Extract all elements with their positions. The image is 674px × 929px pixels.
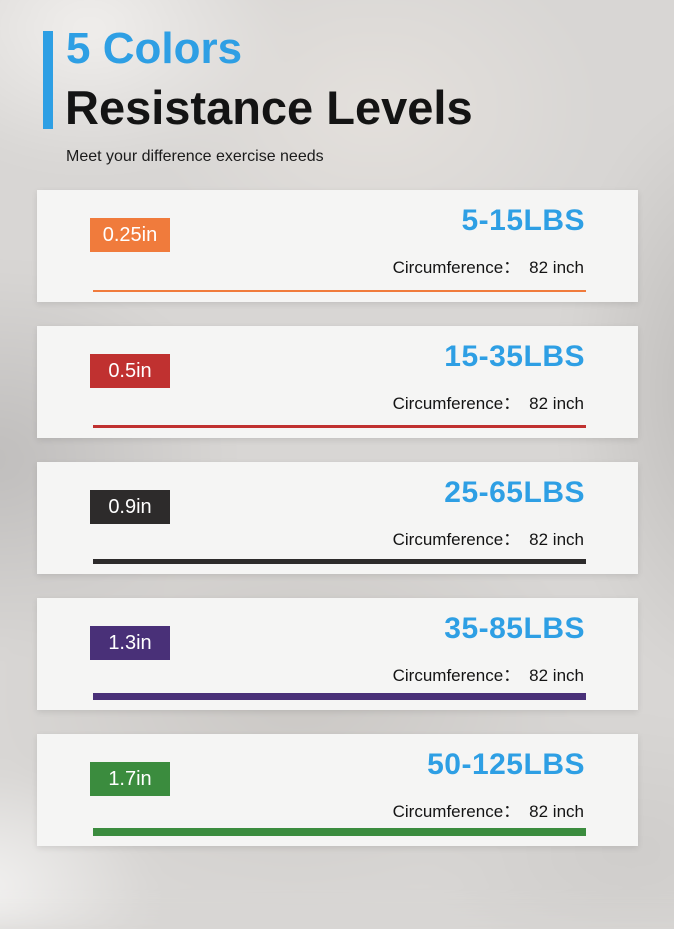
circumference-value: 82 inch (529, 530, 584, 549)
resistance-range: 50-125LBS (427, 748, 585, 781)
title-accent-bar (43, 31, 53, 129)
circumference-label: Circumference： (392, 530, 521, 549)
band-thickness-line (93, 290, 586, 292)
resistance-card-3: 0.9in 25-65LBS Circumference： 82 inch (37, 462, 638, 574)
resistance-range: 5-15LBS (461, 204, 585, 237)
band-thickness-line (93, 425, 586, 428)
circumference-label: Circumference： (392, 258, 521, 277)
circumference-label: Circumference： (392, 802, 521, 821)
resistance-card-4: 1.3in 35-85LBS Circumference： 82 inch (37, 598, 638, 710)
resistance-range: 35-85LBS (444, 612, 585, 645)
circumference-row: Circumference： 82 inch (393, 525, 584, 550)
circumference-label: Circumference： (392, 666, 521, 685)
title-line-resistance-levels: Resistance Levels (65, 81, 473, 134)
band-thickness-line (93, 559, 586, 564)
resistance-range: 25-65LBS (444, 476, 585, 509)
band-thickness-line (93, 693, 586, 700)
circumference-value: 82 inch (529, 394, 584, 413)
band-thickness-line (93, 828, 586, 836)
resistance-range: 15-35LBS (444, 340, 585, 373)
circumference-row: Circumference： 82 inch (393, 253, 584, 278)
band-width-badge: 1.3in (90, 626, 170, 660)
subtitle: Meet your difference exercise needs (66, 148, 324, 165)
circumference-value: 82 inch (529, 666, 584, 685)
resistance-card-1: 0.25in 5-15LBS Circumference： 82 inch (37, 190, 638, 302)
title-line-colors: 5 Colors (66, 24, 243, 73)
circumference-label: Circumference： (392, 394, 521, 413)
circumference-value: 82 inch (529, 802, 584, 821)
band-width-badge: 0.25in (90, 218, 170, 252)
resistance-card-2: 0.5in 15-35LBS Circumference： 82 inch (37, 326, 638, 438)
circumference-row: Circumference： 82 inch (393, 389, 584, 414)
band-width-badge: 1.7in (90, 762, 170, 796)
resistance-level-list: 0.25in 5-15LBS Circumference： 82 inch 0.5… (37, 190, 638, 870)
circumference-value: 82 inch (529, 258, 584, 277)
circumference-row: Circumference： 82 inch (393, 661, 584, 686)
band-width-badge: 0.9in (90, 490, 170, 524)
band-width-badge: 0.5in (90, 354, 170, 388)
resistance-card-5: 1.7in 50-125LBS Circumference： 82 inch (37, 734, 638, 846)
circumference-row: Circumference： 82 inch (393, 797, 584, 822)
